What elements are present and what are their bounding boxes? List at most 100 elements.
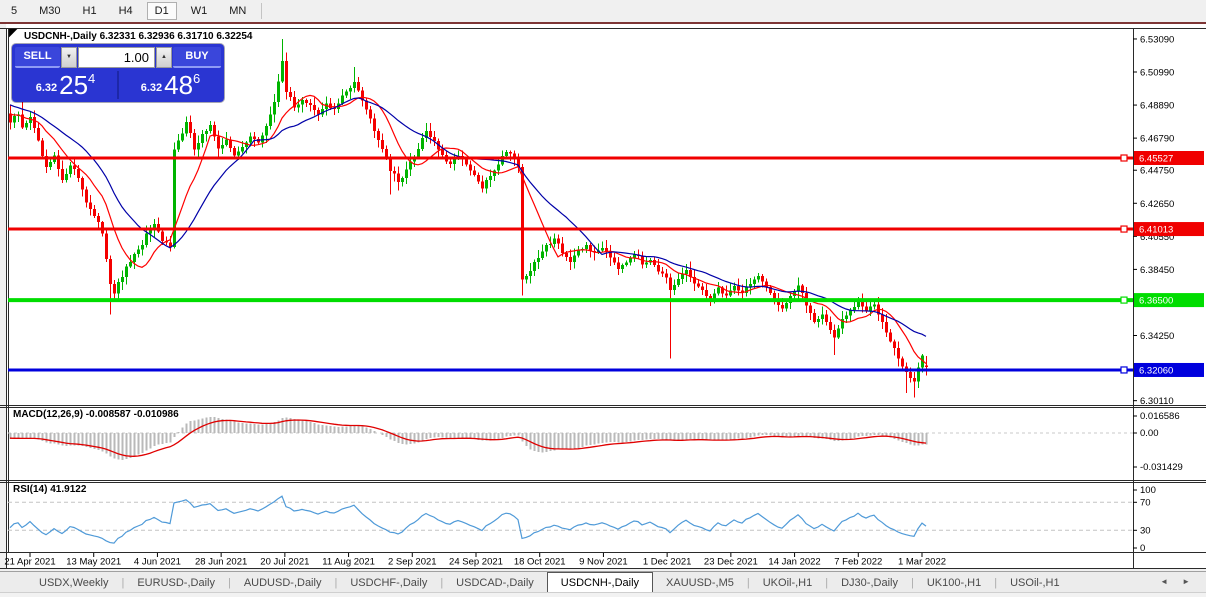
volume-decrease-button[interactable]: ▼ bbox=[61, 47, 77, 68]
chart-tab-xauusd-m5[interactable]: XAUUSD-,M5 bbox=[666, 576, 734, 589]
sell-price-base: 6.32 bbox=[35, 82, 58, 94]
chart-tab-usdchf-daily[interactable]: USDCHF-,Daily bbox=[350, 576, 428, 589]
svg-text:6.36500: 6.36500 bbox=[1139, 296, 1173, 307]
one-click-trading-panel: SELL ▼ ▲ BUY 6.32 25 4 6.32 48 6 bbox=[12, 44, 224, 102]
chart-tab-ukoil-h1[interactable]: UKOil-,H1 bbox=[762, 576, 813, 589]
date-axis[interactable]: 21 Apr 2021 13 May 2021 4 Jun 2021 28 Jun 2… bbox=[4, 553, 946, 568]
buy-price-point: 6 bbox=[193, 71, 201, 86]
timeframe-toolbar: 5 M30 H1 H4 D1 W1 MN bbox=[0, 0, 1206, 21]
sell-price-pips: 25 bbox=[59, 70, 89, 100]
svg-text:2 Sep 2021: 2 Sep 2021 bbox=[388, 557, 437, 568]
toolbar-separator bbox=[261, 2, 263, 19]
tab-separator: | bbox=[825, 576, 829, 589]
svg-text:9 Nov 2021: 9 Nov 2021 bbox=[579, 557, 628, 568]
svg-text:6.42650: 6.42650 bbox=[1140, 199, 1174, 210]
level-line-6.45527[interactable] bbox=[8, 154, 1133, 162]
chart-tab-usoil-h1[interactable]: USOil-,H1 bbox=[1010, 576, 1060, 589]
timeframe-button-w1[interactable]: W1 bbox=[190, 4, 208, 17]
svg-text:30: 30 bbox=[1140, 525, 1151, 536]
svg-text:18 Oct 2021: 18 Oct 2021 bbox=[514, 557, 566, 568]
level-line-6.41013[interactable] bbox=[8, 225, 1133, 233]
volume-input[interactable] bbox=[78, 47, 155, 68]
timeframe-button-h4[interactable]: H4 bbox=[118, 4, 133, 17]
price-divider bbox=[117, 71, 119, 99]
tab-separator: | bbox=[227, 576, 231, 589]
svg-text:0.00: 0.00 bbox=[1140, 428, 1159, 439]
svg-text:6.48890: 6.48890 bbox=[1140, 101, 1174, 112]
svg-text:1 Dec 2021: 1 Dec 2021 bbox=[643, 557, 692, 568]
svg-text:0: 0 bbox=[1140, 543, 1145, 554]
tab-separator: | bbox=[334, 576, 338, 589]
tab-scroll-left-icon[interactable]: ◄ bbox=[1160, 577, 1169, 586]
timeframe-button-mn[interactable]: MN bbox=[229, 4, 247, 17]
svg-text:11 Aug 2021: 11 Aug 2021 bbox=[322, 557, 375, 568]
timeframe-button-d1[interactable]: D1 bbox=[146, 1, 177, 20]
chart-tab-uk100-h1[interactable]: UK100-,H1 bbox=[926, 576, 982, 589]
chart-background bbox=[0, 24, 1206, 571]
chart-tab-eurusd-daily[interactable]: EURUSD-,Daily bbox=[137, 576, 215, 589]
chart-tab-audusd-daily[interactable]: AUDUSD-,Daily bbox=[243, 576, 322, 589]
svg-text:6.46790: 6.46790 bbox=[1140, 134, 1174, 145]
macd-signal-line bbox=[9, 419, 927, 457]
timeframe-button-m30[interactable]: M30 bbox=[39, 4, 61, 17]
svg-text:13 May 2021: 13 May 2021 bbox=[66, 557, 121, 568]
chart-ohlc-readout: USDCNH-,Daily 6.32331 6.32936 6.31710 6.… bbox=[24, 31, 253, 42]
chart-tab-usdcnh-daily[interactable]: USDCNH-,Daily bbox=[546, 572, 654, 593]
svg-text:23 Dec 2021: 23 Dec 2021 bbox=[704, 557, 758, 568]
rsi-indicator-label: RSI(14) 41.9122 bbox=[13, 484, 87, 495]
svg-text:4 Jun 2021: 4 Jun 2021 bbox=[134, 557, 181, 568]
price-axis[interactable]: 6.53090 6.50990 6.48890 6.46790 6.44750 6.426… bbox=[1133, 34, 1204, 407]
status-strip bbox=[0, 592, 1206, 597]
svg-text:-0.031429: -0.031429 bbox=[1140, 462, 1183, 473]
sell-button[interactable]: SELL bbox=[15, 47, 60, 68]
buy-button[interactable]: BUY bbox=[173, 47, 221, 68]
tab-separator: | bbox=[994, 576, 998, 589]
tab-separator: | bbox=[121, 576, 125, 589]
chart-tab-dj30-daily[interactable]: DJ30-,Daily bbox=[841, 576, 898, 589]
svg-text:6.34250: 6.34250 bbox=[1140, 331, 1174, 342]
svg-text:6.45527: 6.45527 bbox=[1139, 154, 1173, 165]
svg-text:6.41013: 6.41013 bbox=[1139, 225, 1173, 236]
svg-text:6.44750: 6.44750 bbox=[1140, 166, 1174, 177]
macd-indicator-label: MACD(12,26,9) -0.008587 -0.010986 bbox=[13, 409, 179, 420]
buy-price-pips: 48 bbox=[164, 70, 194, 100]
candles-layer bbox=[9, 38, 928, 398]
timeframe-button-5[interactable]: 5 bbox=[11, 4, 18, 17]
svg-text:7 Feb 2022: 7 Feb 2022 bbox=[834, 557, 882, 568]
rsi-guide-lines bbox=[8, 501, 1133, 531]
svg-text:6.30110: 6.30110 bbox=[1140, 396, 1174, 407]
chart-tab-usdcad-daily[interactable]: USDCAD-,Daily bbox=[456, 576, 534, 589]
sell-price-display[interactable]: 6.32 25 4 bbox=[15, 71, 116, 99]
timeframe-button-h1[interactable]: H1 bbox=[82, 4, 97, 17]
chart-corner-arrow-icon: ◤ bbox=[9, 27, 18, 39]
svg-text:6.50990: 6.50990 bbox=[1140, 68, 1174, 79]
chart-tabs-bar: USDX,Weekly | EURUSD-,Daily | AUDUSD-,Daily |… bbox=[0, 571, 1206, 593]
svg-text:24 Sep 2021: 24 Sep 2021 bbox=[449, 557, 503, 568]
rsi-line bbox=[9, 495, 927, 544]
chart-canvas[interactable]: 6.53090 6.50990 6.48890 6.46790 6.44750 6.426… bbox=[0, 0, 1206, 571]
svg-text:6.40550: 6.40550 bbox=[1140, 232, 1174, 243]
svg-text:6.32060: 6.32060 bbox=[1139, 365, 1173, 376]
macd-axis[interactable]: 0.016586 0.00 -0.031429 bbox=[1133, 411, 1183, 473]
svg-text:14 Jan 2022: 14 Jan 2022 bbox=[768, 557, 820, 568]
svg-text:100: 100 bbox=[1140, 485, 1156, 496]
level-line-6.32060[interactable] bbox=[8, 366, 1133, 374]
svg-text:6.53090: 6.53090 bbox=[1140, 34, 1174, 45]
svg-text:0.016586: 0.016586 bbox=[1140, 411, 1180, 422]
tab-scroll-right-icon[interactable]: ► bbox=[1182, 577, 1190, 586]
volume-increase-button[interactable]: ▲ bbox=[156, 47, 172, 68]
window-top-border bbox=[0, 22, 1206, 24]
svg-text:6.38450: 6.38450 bbox=[1140, 265, 1174, 276]
chart-frame bbox=[0, 28, 1206, 569]
chart-tab-usdx-weekly[interactable]: USDX,Weekly bbox=[39, 576, 109, 589]
level-line-6.36500[interactable] bbox=[8, 296, 1133, 304]
svg-text:70: 70 bbox=[1140, 497, 1151, 508]
tab-separator: | bbox=[440, 576, 444, 589]
buy-price-display[interactable]: 6.32 48 6 bbox=[120, 71, 221, 99]
buy-price-base: 6.32 bbox=[140, 82, 163, 94]
svg-text:28 Jun 2021: 28 Jun 2021 bbox=[195, 557, 247, 568]
macd-histogram bbox=[9, 416, 928, 460]
svg-text:21 Apr 2021: 21 Apr 2021 bbox=[4, 557, 55, 568]
